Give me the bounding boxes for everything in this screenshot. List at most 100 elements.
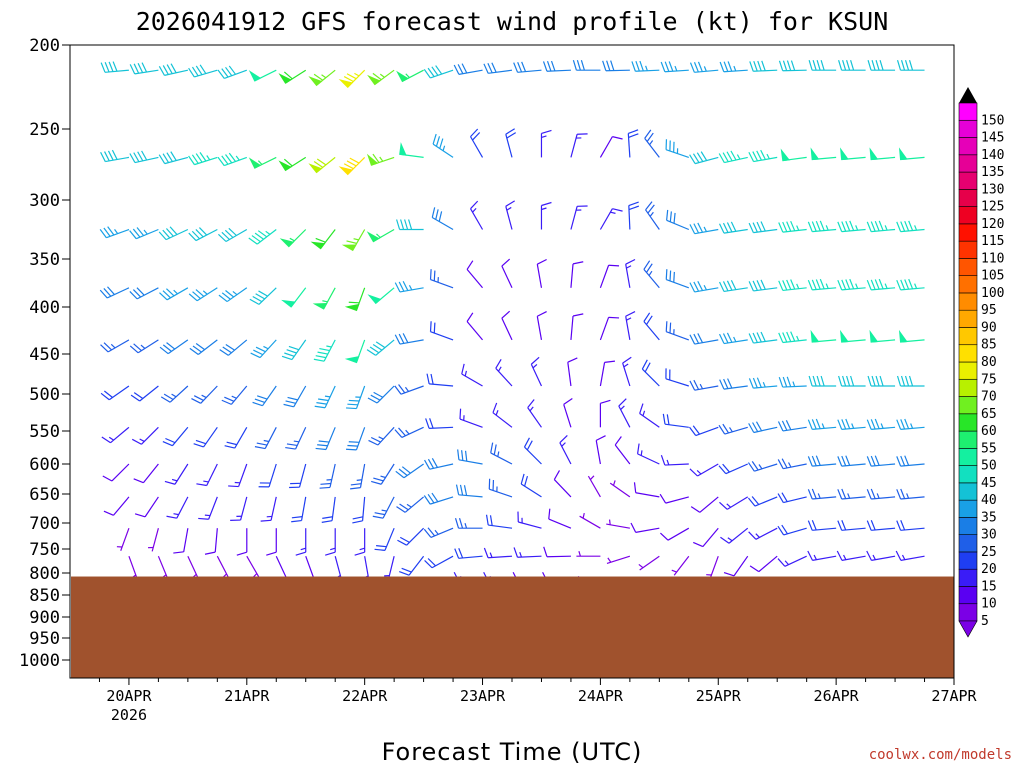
wind-barb [158,226,189,241]
wind-barb [599,208,623,230]
wind-barb [501,310,513,341]
wind-barb [896,520,925,531]
wind-barb [570,261,584,288]
wind-barb [260,496,277,522]
wind-barb [747,461,778,472]
colorbar: 5 10 15 20 25 30 35 40 45 50 55 60 65 70 75 80 85 90 95 100… [958,87,1004,638]
wind-barb [631,60,660,72]
wind-barb [101,426,130,444]
colorbar-tick-label: 115 [981,234,1004,249]
wind-barb [599,360,616,387]
wind-barb [895,550,925,561]
wind-barb [693,527,719,548]
wind-barb [748,377,778,389]
wind-barb [160,385,189,403]
wind-barb [614,436,631,465]
y-tick-label: 600 [29,455,60,475]
wind-barb [492,402,513,428]
wind-barb [523,437,542,465]
colorbar-tick-label: 35 [981,510,997,525]
wind-barb [310,229,336,250]
colorbar-tick-label: 40 [981,493,997,508]
wind-barb [466,260,483,289]
y-tick-label: 1000 [19,651,60,671]
wind-barb [718,279,748,293]
wind-barb [99,286,130,299]
wind-barb [625,258,636,288]
wind-barb [778,60,807,72]
colorbar-swatch [958,378,978,397]
wind-barb [543,546,571,558]
colorbar-swatch [958,551,978,570]
wind-barb [129,287,159,300]
wind-barb [399,142,424,158]
wind-barb [689,222,719,235]
wind-barb [159,339,189,355]
wind-barb [252,385,277,407]
wind-barb [665,368,689,387]
wind-barb [643,312,660,341]
wind-barb [896,220,925,233]
colorbar-tick-label: 110 [981,251,1004,266]
wind-barb [366,339,395,356]
wind-barb [896,418,925,430]
wind-barb [248,229,277,245]
wind-barb [221,385,248,405]
colorbar-swatch [958,465,978,484]
wind-barb [630,522,660,533]
wind-barb [159,287,189,301]
wind-barb [536,258,547,288]
colorbar-swatch [958,206,978,225]
colorbar-tick-label: 95 [981,303,997,318]
wind-barb [308,69,336,87]
wind-barb [216,555,229,579]
wind-barb [520,473,542,498]
wind-barb [367,69,395,86]
wind-barb [281,339,307,361]
colorbar-tick-label: 70 [981,390,997,405]
wind-barb [249,287,277,305]
y-tick-label: 450 [29,345,60,365]
x-tick-label: 20APR [106,687,152,705]
wind-barb [133,463,159,484]
wind-barb [777,555,807,567]
colorbar-bottom-triangle [958,620,978,638]
wind-barb [188,227,218,242]
wind-barb [570,133,588,158]
wind-barb [354,528,366,556]
y-tick-label: 300 [29,191,60,211]
wind-barb [187,555,199,579]
wind-barb [638,555,660,571]
wind-barb [780,148,807,162]
colorbar-tick-label: 25 [981,545,997,560]
colorbar-swatch [958,119,978,138]
colorbar-tick-label: 10 [981,597,997,612]
wind-barb [366,153,395,166]
wind-barb [866,278,896,291]
wind-barb [898,329,925,343]
wind-barb [198,496,218,520]
wind-barb [807,418,837,430]
wind-barb [295,528,307,556]
y-tick-label: 200 [29,36,60,56]
wind-barb [278,156,307,172]
colorbar-tick-label: 135 [981,165,1004,180]
wind-barb [718,332,748,345]
wind-barb [777,458,807,470]
wind-barb [217,152,248,167]
wind-barb [807,278,837,291]
wind-barb [777,492,807,504]
wind-barb [599,316,620,341]
wind-barb [866,455,896,467]
wind-barb [99,226,130,239]
colorbar-tick-label: 50 [981,459,997,474]
wind-barb [248,156,277,169]
colorbar-swatch [958,189,978,207]
y-axis: 200 250 300 350 400 450 500 550 600 650 700 750 8008… [19,36,70,671]
wind-barb [636,443,660,465]
x-tick-label: 27APR [931,687,977,705]
wind-barb [689,379,719,391]
wind-barb [129,339,159,354]
wind-barb [867,60,896,71]
wind-barb [898,147,925,161]
